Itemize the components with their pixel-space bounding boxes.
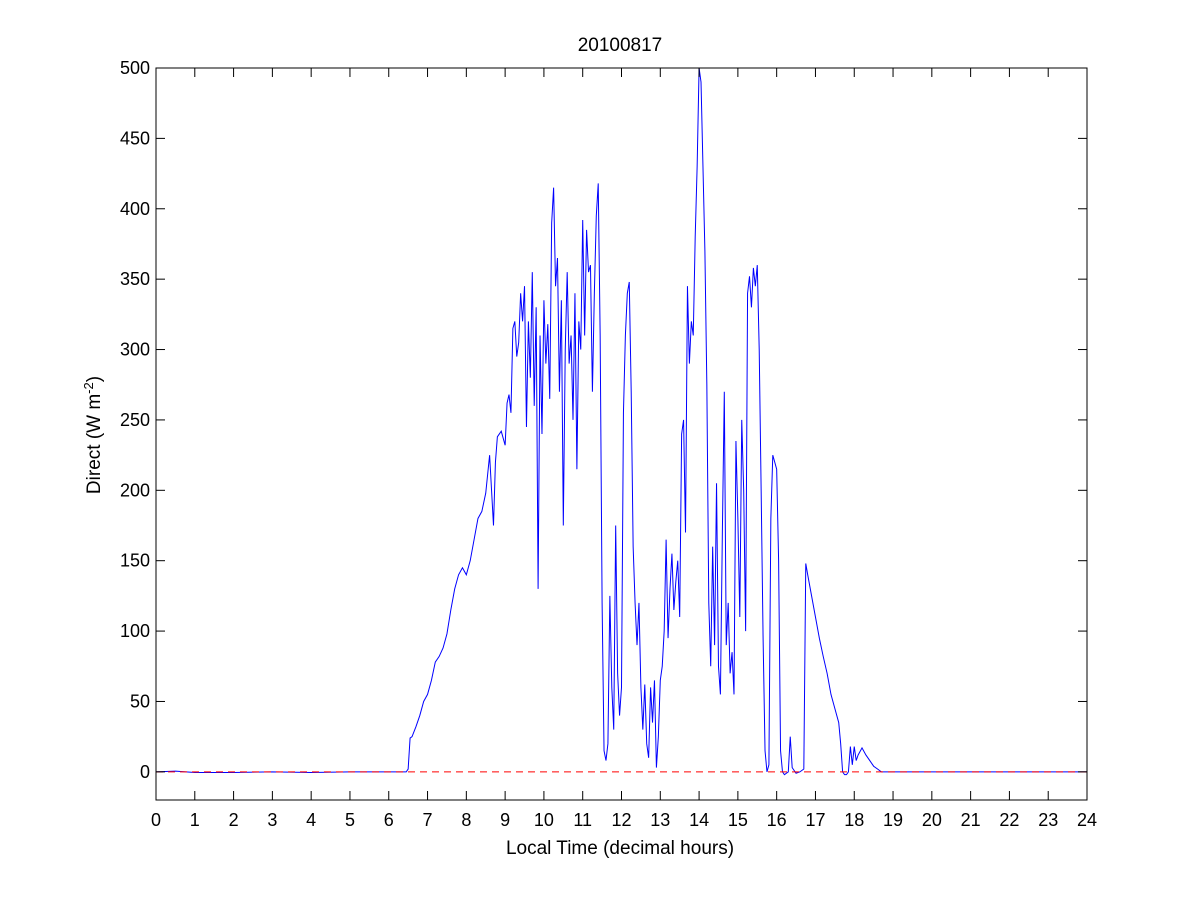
y-tick-label: 400 xyxy=(120,199,150,219)
x-tick-label: 21 xyxy=(961,810,981,830)
y-tick-label: 50 xyxy=(130,691,150,711)
x-tick-label: 24 xyxy=(1077,810,1097,830)
y-tick-label: 350 xyxy=(120,269,150,289)
x-axis-label: Local Time (decimal hours) xyxy=(506,838,734,859)
y-axis-label: Direct (W m-2) xyxy=(81,376,105,494)
tick-layer: 0 1 2 3 4 5 6 7 8 9 10 11 12 13 14 15 16 17 18 19 20 21 22 23 24… xyxy=(120,58,1097,830)
y-tick-label: 150 xyxy=(120,551,150,571)
x-tick-label: 18 xyxy=(844,810,864,830)
x-tick-label: 9 xyxy=(500,810,510,830)
y-axis-label-prefix: Direct (W m xyxy=(84,394,105,494)
x-tick-label: 0 xyxy=(151,810,161,830)
x-tick-label: 7 xyxy=(423,810,433,830)
y-tick-label: 200 xyxy=(120,480,150,500)
y-tick-label: 500 xyxy=(120,58,150,78)
y-tick-label: 300 xyxy=(120,340,150,360)
y-tick-label: 250 xyxy=(120,410,150,430)
x-tick-label: 23 xyxy=(1038,810,1058,830)
x-tick-label: 8 xyxy=(461,810,471,830)
y-axis-label-superscript: -2 xyxy=(81,382,96,394)
x-tick-label: 22 xyxy=(999,810,1019,830)
x-tick-label: 19 xyxy=(883,810,903,830)
plot-layer xyxy=(155,67,1087,776)
x-tick-label: 14 xyxy=(689,810,709,830)
x-tick-label: 3 xyxy=(267,810,277,830)
x-tick-label: 15 xyxy=(728,810,748,830)
x-tick-label: 11 xyxy=(573,810,592,830)
x-tick-label: 4 xyxy=(306,810,316,830)
x-tick-label: 17 xyxy=(805,810,825,830)
chart-title: 20100817 xyxy=(578,35,663,56)
y-tick-label: 100 xyxy=(120,621,150,641)
x-tick-label: 6 xyxy=(384,810,394,830)
x-tick-label: 1 xyxy=(190,810,200,830)
x-tick-label: 12 xyxy=(611,810,631,830)
x-tick-label: 13 xyxy=(650,810,670,830)
y-axis-label-suffix: ) xyxy=(84,376,105,382)
x-tick-label: 10 xyxy=(534,810,554,830)
y-tick-label: 0 xyxy=(140,762,150,782)
x-tick-label: 16 xyxy=(767,810,787,830)
series-line-1 xyxy=(155,67,1087,776)
y-tick-label: 450 xyxy=(120,128,150,148)
x-tick-label: 5 xyxy=(345,810,355,830)
x-tick-label: 20 xyxy=(922,810,942,830)
x-tick-label: 2 xyxy=(229,810,239,830)
axes-box xyxy=(155,67,1088,801)
